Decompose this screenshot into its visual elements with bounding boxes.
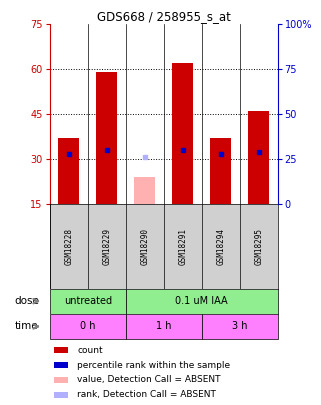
Bar — [202, 314, 278, 339]
Text: 0 h: 0 h — [80, 322, 95, 331]
Text: untreated: untreated — [64, 296, 112, 306]
Bar — [126, 314, 202, 339]
Bar — [54, 377, 68, 383]
Text: rank, Detection Call = ABSENT: rank, Detection Call = ABSENT — [77, 390, 216, 399]
Text: 0.1 uM IAA: 0.1 uM IAA — [175, 296, 228, 306]
Bar — [210, 138, 231, 204]
Text: GSM18229: GSM18229 — [102, 228, 111, 265]
Text: dose: dose — [14, 296, 39, 306]
Bar — [248, 111, 269, 204]
Text: 1 h: 1 h — [156, 322, 171, 331]
Text: GSM18295: GSM18295 — [254, 228, 263, 265]
Bar — [96, 72, 117, 204]
Text: count: count — [77, 346, 103, 355]
Text: GSM18294: GSM18294 — [216, 228, 225, 265]
Bar — [54, 347, 68, 353]
Bar — [126, 288, 278, 314]
Text: GSM18290: GSM18290 — [140, 228, 149, 265]
Text: GSM18228: GSM18228 — [64, 228, 73, 265]
Title: GDS668 / 258955_s_at: GDS668 / 258955_s_at — [97, 10, 231, 23]
Text: time: time — [14, 322, 38, 331]
Text: GSM18291: GSM18291 — [178, 228, 187, 265]
Bar — [50, 314, 126, 339]
Text: value, Detection Call = ABSENT: value, Detection Call = ABSENT — [77, 375, 221, 384]
Bar — [54, 392, 68, 398]
Text: percentile rank within the sample: percentile rank within the sample — [77, 360, 230, 370]
Bar — [54, 362, 68, 368]
Bar — [58, 138, 79, 204]
Text: 3 h: 3 h — [232, 322, 247, 331]
Bar — [172, 63, 193, 204]
Bar — [50, 288, 126, 314]
Bar — [134, 177, 155, 204]
